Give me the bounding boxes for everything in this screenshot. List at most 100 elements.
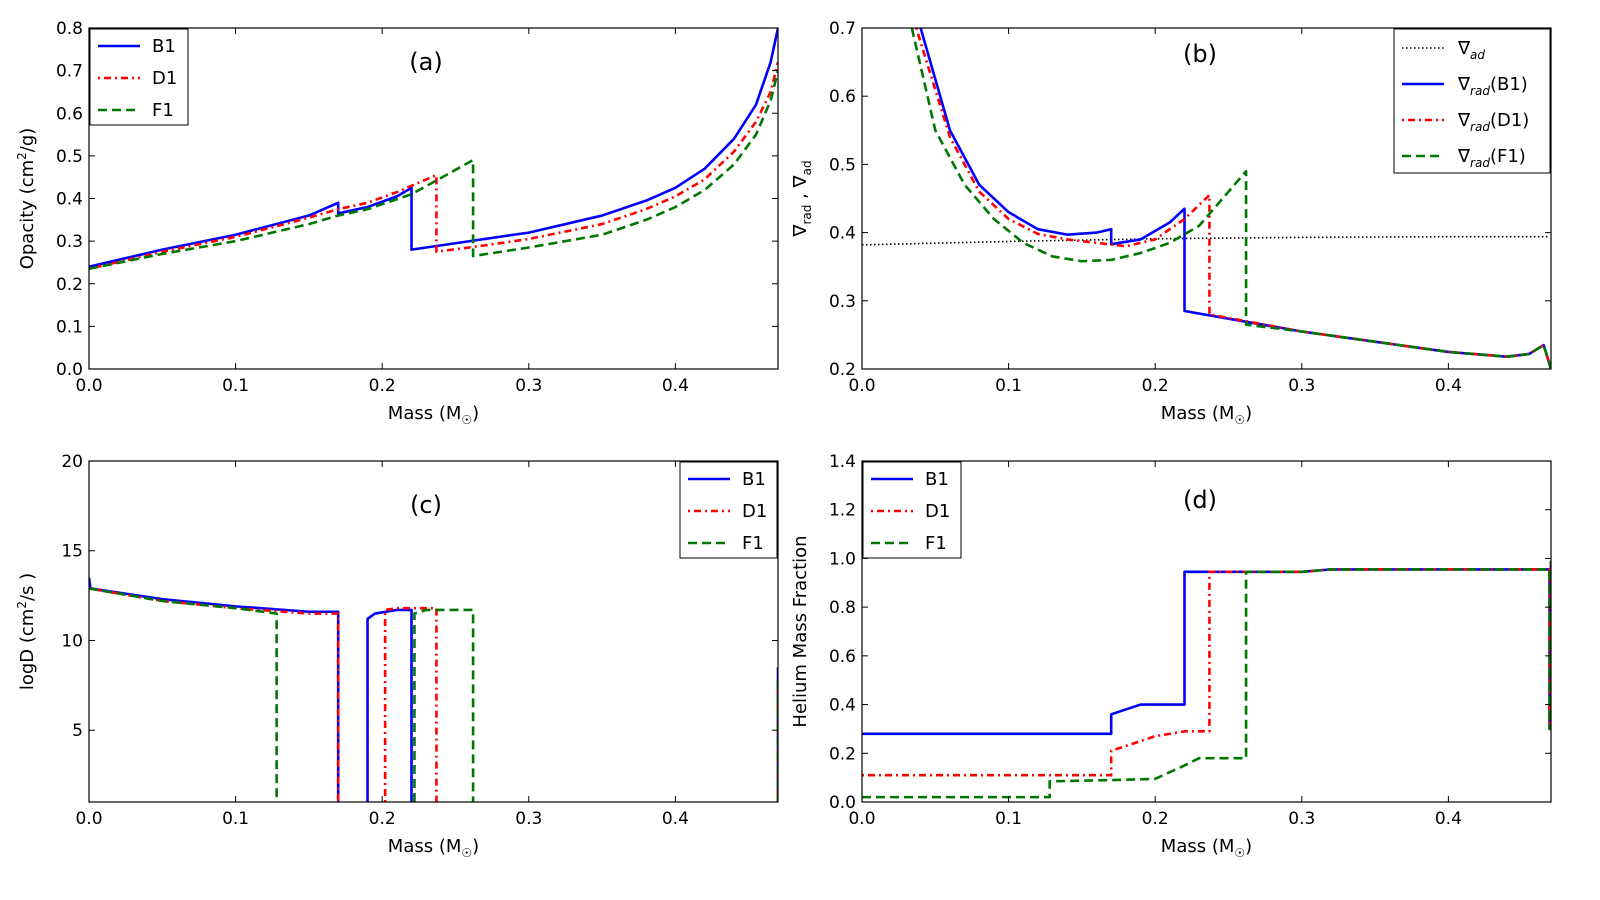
y-tick-label: 0.2 bbox=[829, 744, 856, 764]
x-tick-label: 0.4 bbox=[662, 376, 689, 396]
x-tick-label: 0.4 bbox=[662, 809, 689, 829]
panel-label: (a) bbox=[409, 48, 442, 76]
y-tick-label: 0.6 bbox=[829, 647, 856, 667]
y-tick-label: 0.0 bbox=[829, 793, 856, 813]
series-line-f1 bbox=[89, 587, 778, 802]
y-tick-label: 0.4 bbox=[829, 224, 856, 244]
x-tick-label: 0.2 bbox=[1142, 376, 1169, 396]
legend-label-b1: ∇rad(B1) bbox=[1457, 74, 1528, 98]
series-line-b1 bbox=[89, 28, 778, 268]
x-axis-label: Mass (M☉) bbox=[388, 403, 479, 427]
x-tick-label: 0.0 bbox=[75, 376, 102, 396]
y-tick-label: 0.3 bbox=[56, 232, 83, 252]
legend: B1 D1 F1 bbox=[89, 28, 189, 126]
legend: B1 D1 F1 bbox=[862, 461, 962, 559]
legend-label-d1: D1 bbox=[742, 501, 767, 522]
y-tick-label: 1.4 bbox=[829, 452, 856, 472]
legend-label-f1: F1 bbox=[742, 533, 764, 554]
x-tick-label: 0.4 bbox=[1435, 809, 1462, 829]
y-axis-label: Opacity (cm2/g) bbox=[15, 128, 38, 270]
x-tick-label: 0.2 bbox=[1142, 809, 1169, 829]
legend-label-d1: ∇rad(D1) bbox=[1457, 110, 1529, 134]
series-line-ad bbox=[862, 235, 1550, 246]
y-axis-label: logD (cm2/s ) bbox=[15, 573, 38, 690]
series-group bbox=[862, 560, 1551, 799]
x-tick-label: 0.3 bbox=[1288, 376, 1315, 396]
x-tick-label: 0.3 bbox=[515, 809, 542, 829]
y-tick-label: 0.3 bbox=[829, 292, 856, 312]
series-line-d1 bbox=[89, 587, 778, 802]
y-tick-label: 1.2 bbox=[829, 501, 856, 521]
y-tick-label: 0.5 bbox=[829, 155, 856, 175]
panel-label: (c) bbox=[410, 491, 442, 519]
y-tick-label: 0.8 bbox=[829, 598, 856, 618]
y-tick-label: 5 bbox=[72, 721, 83, 741]
legend-label-f1: F1 bbox=[925, 533, 947, 554]
y-tick-label: 0.7 bbox=[56, 62, 83, 82]
legend-label-ad: ∇ad bbox=[1457, 38, 1485, 62]
y-tick-label: 0.8 bbox=[56, 19, 83, 39]
x-tick-label: 0.0 bbox=[75, 809, 102, 829]
series-line-d1 bbox=[89, 61, 778, 271]
series-line-f1 bbox=[910, 28, 1551, 369]
y-tick-label: 0.2 bbox=[56, 275, 83, 295]
x-tick-label: 0.4 bbox=[1435, 376, 1462, 396]
legend-label-f1: ∇rad(F1) bbox=[1457, 146, 1526, 170]
x-axis-label: Mass (M☉) bbox=[1161, 836, 1252, 860]
panel-d: 0.0 0.1 0.2 0.3 0.4 0.0 0.2 0.4 0.6 0.8 1.0 1.2 1.4 M… bbox=[790, 452, 1552, 860]
panel-a: 0.0 0.1 0.2 0.3 0.4 0.0 0.1 0.2 0.3 0.4 0.5 0.6 0.7 0… bbox=[15, 19, 779, 427]
y-tick-label: 0.6 bbox=[829, 87, 856, 107]
plot-frame bbox=[88, 460, 779, 803]
series-line-b1 bbox=[862, 560, 1551, 736]
series-line-d1 bbox=[862, 560, 1551, 777]
x-axis-label: Mass (M☉) bbox=[388, 836, 479, 860]
y-tick-label: 0.6 bbox=[56, 104, 83, 124]
y-tick-label: 20 bbox=[61, 452, 83, 472]
series-line-b1 bbox=[89, 577, 778, 802]
legend-box bbox=[1393, 28, 1551, 174]
x-tick-label: 0.3 bbox=[515, 376, 542, 396]
panel-c: 0.0 0.1 0.2 0.3 0.4 5 10 15 20 Mass (M☉) logD (cm2… bbox=[15, 452, 779, 860]
y-tick-label: 0.0 bbox=[56, 360, 83, 380]
y-tick-label: 0.4 bbox=[56, 190, 83, 210]
legend: ∇ad ∇rad(B1) ∇rad(D1) ∇rad(F1) bbox=[1393, 28, 1551, 174]
y-tick-label: 0.5 bbox=[56, 147, 83, 167]
panel-b: 0.0 0.1 0.2 0.3 0.4 0.2 0.3 0.4 0.5 0.6 0.7 Mass (M… bbox=[790, 19, 1552, 427]
x-tick-label: 0.1 bbox=[995, 809, 1022, 829]
legend-label-b1: B1 bbox=[152, 36, 176, 57]
legend-label-b1: B1 bbox=[742, 469, 766, 490]
legend: B1 D1 F1 bbox=[679, 461, 778, 559]
x-tick-label: 0.1 bbox=[222, 376, 249, 396]
x-tick-label: 0.3 bbox=[1288, 809, 1315, 829]
series-line-f1 bbox=[862, 560, 1551, 799]
plot-frame bbox=[88, 27, 779, 370]
y-tick-label: 15 bbox=[61, 542, 83, 562]
legend-label-d1: D1 bbox=[152, 68, 177, 89]
x-tick-label: 0.1 bbox=[222, 809, 249, 829]
legend-label-d1: D1 bbox=[925, 501, 950, 522]
series-group bbox=[89, 577, 778, 802]
y-tick-label: 0.4 bbox=[829, 696, 856, 716]
plot-frame bbox=[861, 460, 1552, 803]
legend-label-b1: B1 bbox=[925, 469, 949, 490]
y-axis-label: ∇rad , ∇ad bbox=[790, 160, 814, 237]
series-line-f1 bbox=[89, 70, 778, 271]
x-tick-label: 0.2 bbox=[369, 376, 396, 396]
x-tick-label: 0.2 bbox=[369, 809, 396, 829]
y-axis-label: Helium Mass Fraction bbox=[790, 535, 811, 727]
panel-label: (d) bbox=[1183, 486, 1217, 514]
x-tick-label: 0.1 bbox=[995, 376, 1022, 396]
legend-label-f1: F1 bbox=[152, 100, 174, 121]
x-tick-label: 0.0 bbox=[848, 376, 875, 396]
series-group bbox=[89, 28, 778, 271]
y-tick-label: 0.1 bbox=[56, 317, 83, 337]
y-tick-label: 10 bbox=[61, 631, 83, 651]
series-group bbox=[862, 28, 1551, 369]
x-axis-label: Mass (M☉) bbox=[1161, 403, 1252, 427]
x-tick-label: 0.0 bbox=[848, 809, 875, 829]
plot-frame bbox=[861, 27, 1552, 370]
y-tick-label: 0.2 bbox=[829, 360, 856, 380]
y-tick-label: 0.7 bbox=[829, 19, 856, 39]
y-tick-label: 1.0 bbox=[829, 549, 856, 569]
